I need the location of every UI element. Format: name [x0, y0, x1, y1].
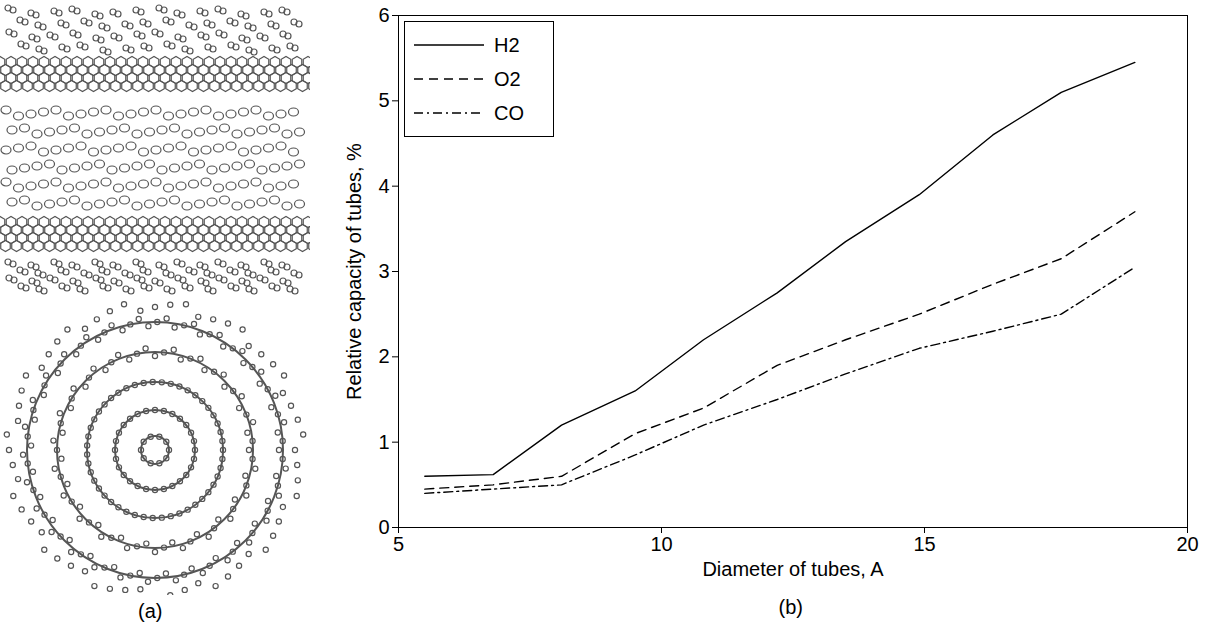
html-text:(a): (a): [138, 600, 163, 622]
svg-text:0: 0: [378, 516, 389, 538]
svg-text:15: 15: [913, 533, 935, 555]
svg-text:H2: H2: [494, 34, 520, 56]
html-text:(b): (b): [778, 596, 803, 618]
svg-text:CO: CO: [494, 102, 524, 124]
svg-text:Diameter of tubes, A: Diameter of tubes, A: [702, 558, 884, 580]
svg-text:1: 1: [378, 431, 389, 453]
svg-text:6: 6: [378, 4, 389, 26]
svg-text:4: 4: [378, 175, 389, 197]
svg-text:5: 5: [378, 89, 389, 111]
svg-text:3: 3: [378, 260, 389, 282]
svg-text:Relative capacity of tubes, %: Relative capacity of tubes, %: [343, 143, 365, 400]
svg-text:10: 10: [650, 533, 672, 555]
svg-text:20: 20: [1176, 533, 1198, 555]
svg-text:5: 5: [393, 533, 404, 555]
svg-text:2: 2: [378, 345, 389, 367]
svg-text:O2: O2: [494, 68, 521, 90]
